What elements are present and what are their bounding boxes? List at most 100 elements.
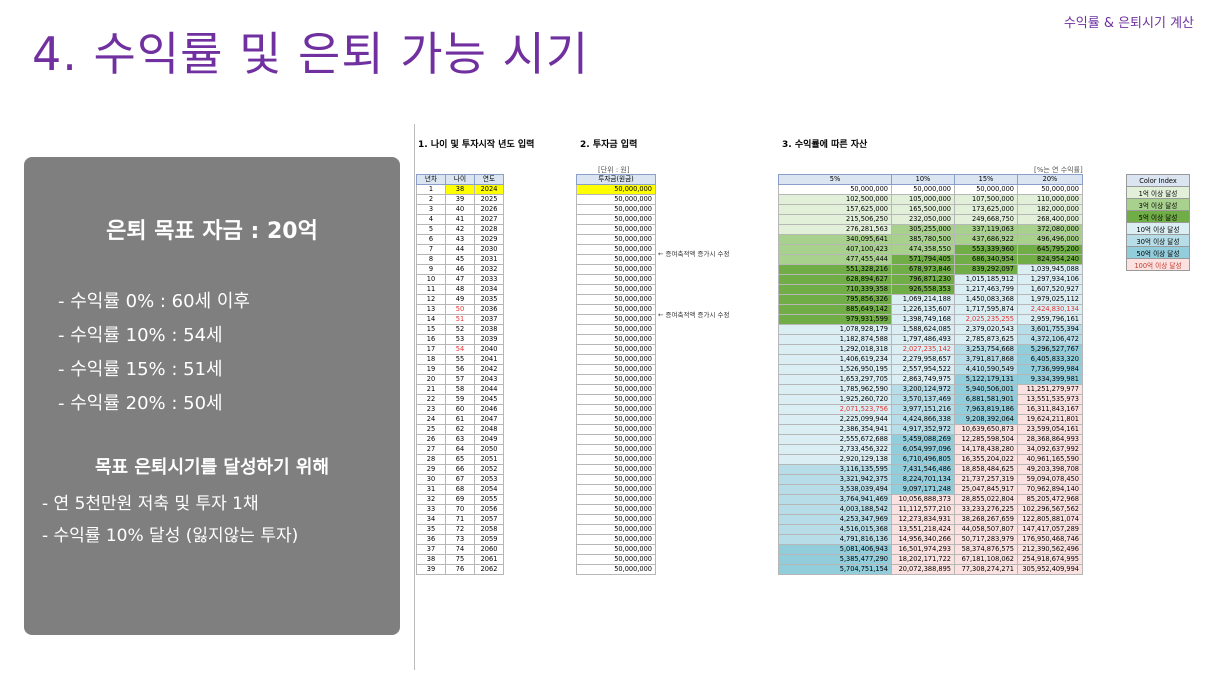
asset-cell: 796,871,230 <box>891 274 955 285</box>
asset-row: 2,555,672,688 5,459,088,269 12,285,598,504… <box>778 434 1083 445</box>
investment-cell: 50,000,000 <box>576 414 656 425</box>
asset-cell: 5,385,477,290 <box>778 554 892 565</box>
investment-row: 50,000,000 <box>576 374 656 385</box>
asset-row: 407,100,423 474,358,550 553,339,960 645,795… <box>778 244 1083 255</box>
year-cell: 2029 <box>474 234 504 245</box>
asset-cell: 2,555,672,688 <box>778 434 892 445</box>
year-index-cell: 22 <box>416 394 446 405</box>
age-cell: 54 <box>445 344 475 355</box>
asset-cell: 34,092,637,992 <box>1017 444 1083 455</box>
age-row: 8 45 2031 <box>416 254 504 265</box>
asset-cell: 2,733,456,322 <box>778 444 892 455</box>
asset-cell: 12,285,598,504 <box>954 434 1018 445</box>
asset-row: 795,856,326 1,069,214,188 1,450,083,368 1,9… <box>778 294 1083 305</box>
asset-row: 2,733,456,322 6,054,997,096 14,178,438,280… <box>778 444 1083 455</box>
asset-cell: 6,710,496,805 <box>891 454 955 465</box>
asset-cell: 28,368,864,993 <box>1017 434 1083 445</box>
asset-cell: 3,601,755,394 <box>1017 324 1083 335</box>
investment-cell: 50,000,000 <box>576 224 656 235</box>
asset-cell: 268,400,000 <box>1017 214 1083 225</box>
age-row: 15 52 2038 <box>416 324 504 335</box>
asset-cell: 1,078,928,179 <box>778 324 892 335</box>
year-index-cell: 25 <box>416 424 446 435</box>
note-1: ← 증여축적액 증가시 수정 <box>658 250 730 258</box>
year-cell: 2047 <box>474 414 504 425</box>
corner-label: 수익률 & 은퇴시기 계산 <box>1063 16 1194 31</box>
year-cell: 2059 <box>474 534 504 545</box>
investment-cell: 50,000,000 <box>576 194 656 205</box>
section-2-title: 2. 투자금 입력 <box>580 140 638 150</box>
asset-cell: 337,119,063 <box>954 224 1018 235</box>
asset-cell: 1,785,962,590 <box>778 384 892 395</box>
asset-row: 4,003,188,542 11,112,577,210 33,233,276,22… <box>778 504 1083 515</box>
asset-cell: 2,920,129,138 <box>778 454 892 465</box>
age-row: 16 53 2039 <box>416 334 504 345</box>
asset-cell: 40,961,165,590 <box>1017 454 1083 465</box>
age-row: 38 75 2061 <box>416 554 504 565</box>
asset-row: 102,500,000 105,000,000 107,500,000 110,000… <box>778 194 1083 205</box>
investment-cell: 50,000,000 <box>576 484 656 495</box>
age-cell: 59 <box>445 394 475 405</box>
asset-cell: 14,956,340,266 <box>891 534 955 545</box>
age-cell: 72 <box>445 524 475 535</box>
investment-cell: 50,000,000 <box>576 554 656 565</box>
asset-cell: 7,431,546,486 <box>891 464 955 475</box>
asset-cell: 38,268,267,659 <box>954 514 1018 525</box>
asset-cell: 122,805,881,074 <box>1017 514 1083 525</box>
year-cell: 2032 <box>474 264 504 275</box>
asset-row: 5,704,751,154 20,072,388,895 77,308,274,27… <box>778 564 1083 575</box>
investment-row: 50,000,000 <box>576 474 656 485</box>
year-index-cell: 14 <box>416 314 446 325</box>
asset-cell: 8,224,701,134 <box>891 474 955 485</box>
asset-cell: 5,081,406,943 <box>778 544 892 555</box>
age-row: 17 54 2040 <box>416 344 504 355</box>
asset-cell: 11,251,279,977 <box>1017 384 1083 395</box>
age-row: 6 43 2029 <box>416 234 504 245</box>
asset-row: 1,292,018,318 2,027,235,142 3,253,754,668 5… <box>778 344 1083 355</box>
year-cell: 2043 <box>474 374 504 385</box>
asset-cell: 9,097,171,248 <box>891 484 955 495</box>
year-index-cell: 38 <box>416 554 446 565</box>
legend-item: 1억 이상 달성 <box>1126 186 1190 199</box>
investment-cell: 50,000,000 <box>576 274 656 285</box>
action-subtitle: 목표 은퇴시기를 달성하기 위해 <box>94 457 330 478</box>
asset-cell: 2,379,020,543 <box>954 324 1018 335</box>
age-row: 39 76 2062 <box>416 564 504 575</box>
year-index-cell: 33 <box>416 504 446 515</box>
age-cell: 57 <box>445 374 475 385</box>
year-cell: 2034 <box>474 284 504 295</box>
investment-cell: 50,000,000 <box>576 354 656 365</box>
asset-cell: 11,112,577,210 <box>891 504 955 515</box>
age-row: 31 68 2054 <box>416 484 504 495</box>
year-index-cell: 36 <box>416 534 446 545</box>
year-cell: 2027 <box>474 214 504 225</box>
rate-line-0: - 수익률 0% : 60세 이후 <box>58 291 250 312</box>
asset-cell: 553,339,960 <box>954 244 1018 255</box>
asset-cell: 50,000,000 <box>1017 184 1083 195</box>
investment-row: 50,000,000 <box>576 194 656 205</box>
asset-cell: 1,406,619,234 <box>778 354 892 365</box>
asset-cell: 1,979,025,112 <box>1017 294 1083 305</box>
investment-cell: 50,000,000 <box>576 424 656 435</box>
rate-line-15: - 수익률 15% : 51세 <box>58 359 223 380</box>
investment-row: 50,000,000 <box>576 354 656 365</box>
age-row: 37 74 2060 <box>416 544 504 555</box>
investment-row: 50,000,000 <box>576 394 656 405</box>
age-row: 30 67 2053 <box>416 474 504 485</box>
age-row: 26 63 2049 <box>416 434 504 445</box>
age-row: 5 42 2028 <box>416 224 504 235</box>
year-index-cell: 28 <box>416 454 446 465</box>
age-row: 25 62 2048 <box>416 424 504 435</box>
asset-row: 477,455,444 571,794,405 686,340,954 824,954… <box>778 254 1083 265</box>
asset-cell: 67,181,108,062 <box>954 554 1018 565</box>
asset-cell: 1,217,463,799 <box>954 284 1018 295</box>
header-5pct: 5% <box>778 174 892 185</box>
asset-cell: 1,925,260,720 <box>778 394 892 405</box>
asset-row: 551,328,216 678,973,846 839,292,097 1,039,9… <box>778 264 1083 275</box>
investment-cell: 50,000,000 <box>576 544 656 555</box>
investment-row: 50,000,000 <box>576 274 656 285</box>
investment-cell: 50,000,000 <box>576 564 656 575</box>
asset-cell: 1,797,486,493 <box>891 334 955 345</box>
year-index-cell: 23 <box>416 404 446 415</box>
asset-cell: 18,202,171,722 <box>891 554 955 565</box>
